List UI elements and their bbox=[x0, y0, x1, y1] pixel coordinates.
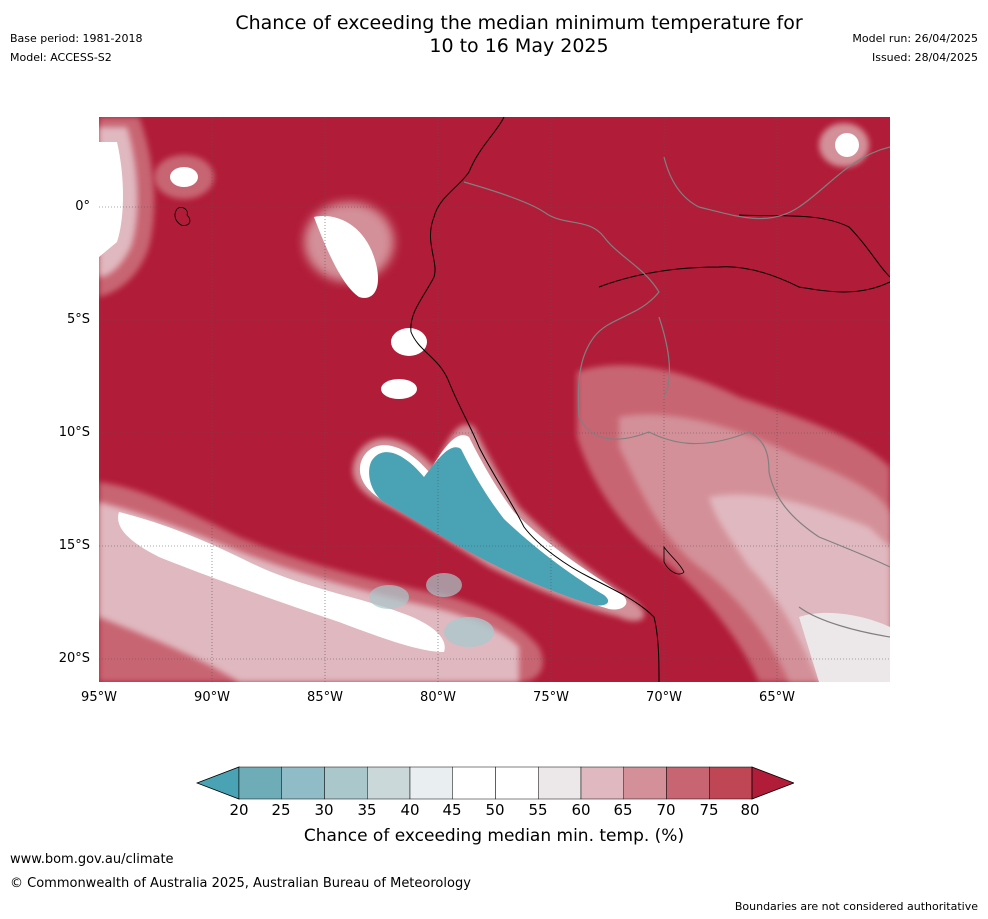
colorbar-extend-low bbox=[196, 766, 240, 800]
colorbar-tick-1: 25 bbox=[271, 801, 291, 819]
colorbar-cell bbox=[709, 766, 753, 800]
colorbar-cell bbox=[238, 766, 282, 800]
footer-copyright: © Commonwealth of Australia 2025, Austra… bbox=[10, 876, 471, 891]
map-canvas bbox=[99, 117, 890, 682]
colorbar-tick-6: 50 bbox=[485, 801, 505, 819]
lon-label-2: 85°W bbox=[307, 690, 343, 705]
colorbar-cell bbox=[324, 766, 368, 800]
map-graticule bbox=[99, 117, 890, 682]
lon-label-6: 65°W bbox=[759, 690, 795, 705]
colorbar-tick-4: 40 bbox=[400, 801, 420, 819]
lat-label-4: 20°S bbox=[58, 651, 90, 666]
national-borders bbox=[463, 146, 890, 638]
colorbar-cell bbox=[623, 766, 667, 800]
title-line-2: 10 to 16 May 2025 bbox=[429, 35, 609, 57]
lat-label-0: 0° bbox=[75, 199, 90, 214]
base-period-text: Base period: 1981-2018 bbox=[10, 32, 143, 45]
coastal-cold-anomaly bbox=[352, 424, 645, 621]
colorbar-cell bbox=[495, 766, 539, 800]
lon-label-3: 80°W bbox=[420, 690, 456, 705]
footer-disclaimer: Boundaries are not considered authoritat… bbox=[734, 900, 978, 913]
lake-titicaca bbox=[663, 545, 685, 575]
colorbar-tick-3: 35 bbox=[357, 801, 377, 819]
model-run-text: Model run: 26/04/2025 bbox=[852, 32, 978, 45]
lon-label-1: 90°W bbox=[194, 690, 230, 705]
lat-label-3: 15°S bbox=[58, 538, 90, 553]
title-line-1: Chance of exceeding the median minimum t… bbox=[235, 12, 803, 34]
colorbar bbox=[196, 766, 794, 800]
colorbar-cell bbox=[580, 766, 624, 800]
colorbar-tick-11: 75 bbox=[699, 801, 719, 819]
colorbar-cell bbox=[409, 766, 453, 800]
coastline bbox=[410, 117, 660, 682]
probability-map bbox=[99, 117, 890, 682]
lat-label-1: 5°S bbox=[66, 312, 90, 327]
colorbar-tick-12: 80 bbox=[740, 801, 760, 819]
colorbar-tick-0: 20 bbox=[229, 801, 249, 819]
lon-label-5: 70°W bbox=[646, 690, 682, 705]
colorbar-tick-2: 30 bbox=[314, 801, 334, 819]
lon-label-4: 75°W bbox=[533, 690, 569, 705]
colorbar-extend-high bbox=[751, 766, 794, 800]
colorbar-cell bbox=[666, 766, 710, 800]
issued-text: Issued: 28/04/2025 bbox=[871, 51, 978, 64]
model-text: Model: ACCESS-S2 bbox=[10, 51, 112, 64]
colorbar-tick-5: 45 bbox=[442, 801, 462, 819]
inland-anomaly-region bbox=[577, 365, 890, 682]
footer-url: www.bom.gov.au/climate bbox=[10, 852, 174, 867]
lon-label-0: 95°W bbox=[81, 690, 117, 705]
west-anomaly-region bbox=[99, 117, 869, 399]
colorbar-tick-8: 60 bbox=[571, 801, 591, 819]
colorbar-cell bbox=[452, 766, 496, 800]
colorbar-cell bbox=[281, 766, 325, 800]
page-title: Chance of exceeding the median minimum t… bbox=[0, 12, 988, 58]
colorbar-cell bbox=[538, 766, 582, 800]
southern-ocean-band bbox=[99, 482, 543, 682]
northern-coastline bbox=[598, 214, 890, 293]
galapagos-islands bbox=[174, 207, 191, 226]
colorbar-tick-10: 70 bbox=[656, 801, 676, 819]
colorbar-title: Chance of exceeding median min. temp. (%… bbox=[303, 826, 685, 846]
lat-label-2: 10°S bbox=[58, 425, 90, 440]
colorbar-tick-9: 65 bbox=[613, 801, 633, 819]
colorbar-cell bbox=[367, 766, 411, 800]
colorbar-tick-7: 55 bbox=[528, 801, 548, 819]
